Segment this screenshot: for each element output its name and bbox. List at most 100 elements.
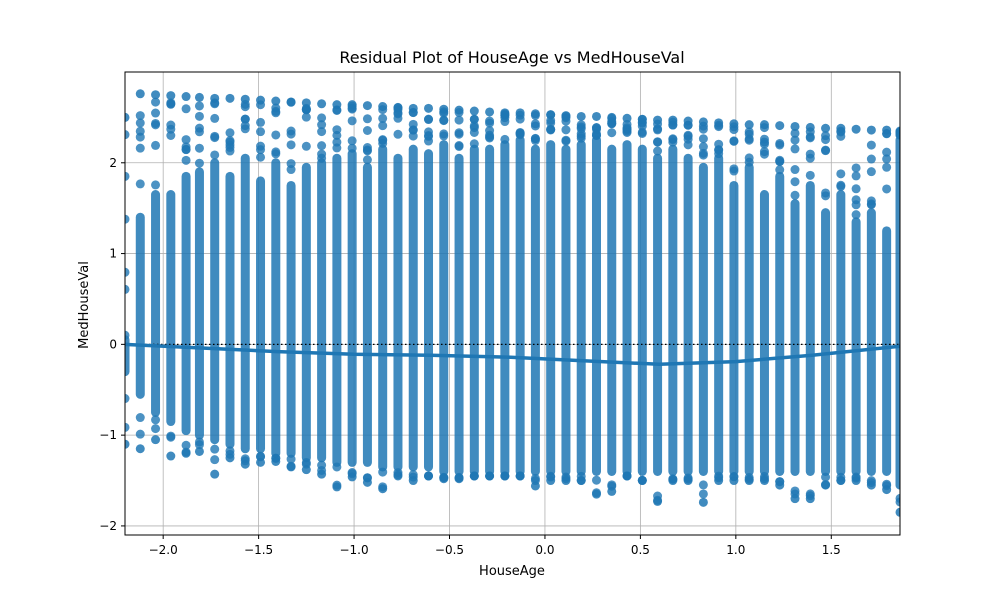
residual-point (653, 115, 663, 125)
x-tick-label: 0.0 (535, 543, 554, 557)
residual-point (332, 143, 342, 153)
residual-point (561, 476, 571, 486)
residual-point (698, 148, 708, 158)
residual-point (607, 128, 617, 138)
residual-band (895, 135, 900, 490)
x-tick-label: −1.5 (244, 543, 273, 557)
residual-band (317, 158, 327, 463)
residual-point (240, 102, 250, 112)
residual-point (821, 472, 831, 482)
residual-point (256, 127, 266, 137)
residual-point (637, 114, 647, 124)
residual-point (210, 444, 220, 454)
residual-point (882, 125, 892, 135)
residual-point (607, 486, 617, 496)
residual-point (744, 153, 754, 163)
residual-band (576, 140, 586, 476)
residual-point (805, 494, 815, 504)
residual-point (637, 127, 647, 137)
residual-point (225, 128, 235, 138)
residual-point (530, 133, 540, 143)
residual-point (225, 142, 235, 152)
residual-point (194, 111, 204, 121)
residual-point (698, 142, 708, 152)
residual-band (546, 140, 556, 476)
residual-point (393, 113, 403, 123)
residual-point (882, 162, 892, 172)
residual-point (454, 141, 464, 151)
residual-point (362, 114, 372, 124)
residual-point (895, 493, 900, 503)
residual-band (210, 158, 220, 445)
residual-point (851, 184, 861, 194)
residual-point (851, 200, 861, 210)
residual-point (151, 97, 161, 107)
residual-point (622, 471, 632, 481)
residual-point (439, 115, 449, 125)
residual-point (591, 111, 601, 121)
residual-point (271, 130, 281, 140)
residual-point (408, 119, 418, 129)
residual-point (895, 126, 900, 136)
residual-band (744, 162, 754, 476)
y-tick-label: 2 (109, 156, 117, 170)
residual-point (882, 154, 892, 164)
y-axis-label: MedHouseVal (77, 261, 92, 349)
residual-point (790, 144, 800, 154)
residual-point (181, 155, 191, 165)
residual-point (454, 105, 464, 115)
residual-band (256, 176, 266, 454)
residual-point (181, 92, 191, 102)
residual-point (256, 457, 266, 467)
residual-point (729, 164, 739, 174)
residual-point (759, 120, 769, 130)
residual-point (393, 102, 403, 112)
residual-point (286, 454, 296, 464)
residual-point (317, 153, 327, 163)
residual-point (866, 196, 876, 206)
residual-point (561, 111, 571, 121)
residual-point (135, 143, 145, 153)
residual-point (362, 146, 372, 156)
residual-point (561, 136, 571, 146)
residual-point (362, 477, 372, 487)
residual-point (439, 131, 449, 141)
residual-point (668, 476, 678, 486)
residual-point (194, 437, 204, 447)
residual-point (775, 480, 785, 490)
residual-band (607, 144, 617, 476)
residual-point (332, 462, 342, 472)
residual-point (653, 146, 663, 156)
residual-point (181, 104, 191, 114)
residual-point (151, 120, 161, 130)
residual-point (836, 180, 846, 190)
residual-point (439, 474, 449, 484)
residual-point (775, 157, 785, 167)
residual-point (301, 98, 311, 108)
residual-point (256, 145, 266, 155)
residual-band (378, 144, 388, 472)
residual-point (286, 97, 296, 107)
residual-point (821, 123, 831, 133)
residual-point (166, 99, 176, 109)
residual-point (485, 118, 495, 128)
residual-point (530, 109, 540, 119)
residual-point (851, 163, 861, 173)
residual-point (622, 113, 632, 123)
residual-point (500, 108, 510, 118)
residual-point (805, 170, 815, 180)
residual-band (301, 162, 311, 463)
residual-point (210, 455, 220, 465)
residual-point (500, 134, 510, 144)
residual-point (362, 155, 372, 165)
residual-point (836, 123, 846, 133)
residual-point (759, 137, 769, 147)
residual-point (125, 112, 130, 122)
residual-point (332, 100, 342, 110)
residual-point (166, 131, 176, 141)
residual-point (530, 481, 540, 491)
residual-point (271, 106, 281, 116)
residual-point (744, 476, 754, 486)
residual-point (151, 140, 161, 150)
residual-band (240, 153, 250, 454)
